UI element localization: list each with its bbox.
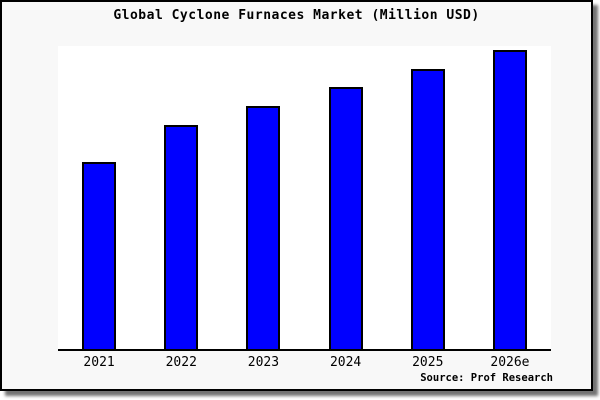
bar-slot-2022 bbox=[140, 46, 222, 349]
source-credit: Source: Prof Research bbox=[420, 372, 553, 384]
bar-slot-2026e bbox=[469, 46, 551, 349]
x-tick-2022: 2022 bbox=[165, 355, 197, 370]
bar-2023 bbox=[246, 105, 281, 349]
x-tick-2023: 2023 bbox=[247, 355, 280, 370]
chart-title: Global Cyclone Furnaces Market (Million … bbox=[113, 8, 480, 23]
bar-slot-2021 bbox=[58, 46, 140, 349]
bar-slot-2023 bbox=[222, 46, 304, 349]
bar-slot-2024 bbox=[305, 46, 387, 349]
bar-slot-2025 bbox=[387, 46, 469, 349]
x-tick-2025: 2025 bbox=[412, 355, 444, 370]
x-tick-2021: 2021 bbox=[83, 355, 115, 370]
bar-2022 bbox=[164, 125, 199, 349]
x-tick-2026e: 2026e bbox=[490, 355, 530, 370]
bar-2021 bbox=[82, 162, 117, 349]
bar-2026e bbox=[492, 50, 527, 349]
bar-2025 bbox=[410, 69, 445, 349]
chart-frame: Global Cyclone Furnaces Market (Million … bbox=[0, 0, 593, 391]
x-axis-labels: 2021 2022 2023 2024 2025 2026e bbox=[58, 355, 551, 370]
plot-area bbox=[58, 46, 551, 351]
x-tick-2024: 2024 bbox=[329, 355, 362, 370]
bar-2024 bbox=[328, 87, 363, 349]
